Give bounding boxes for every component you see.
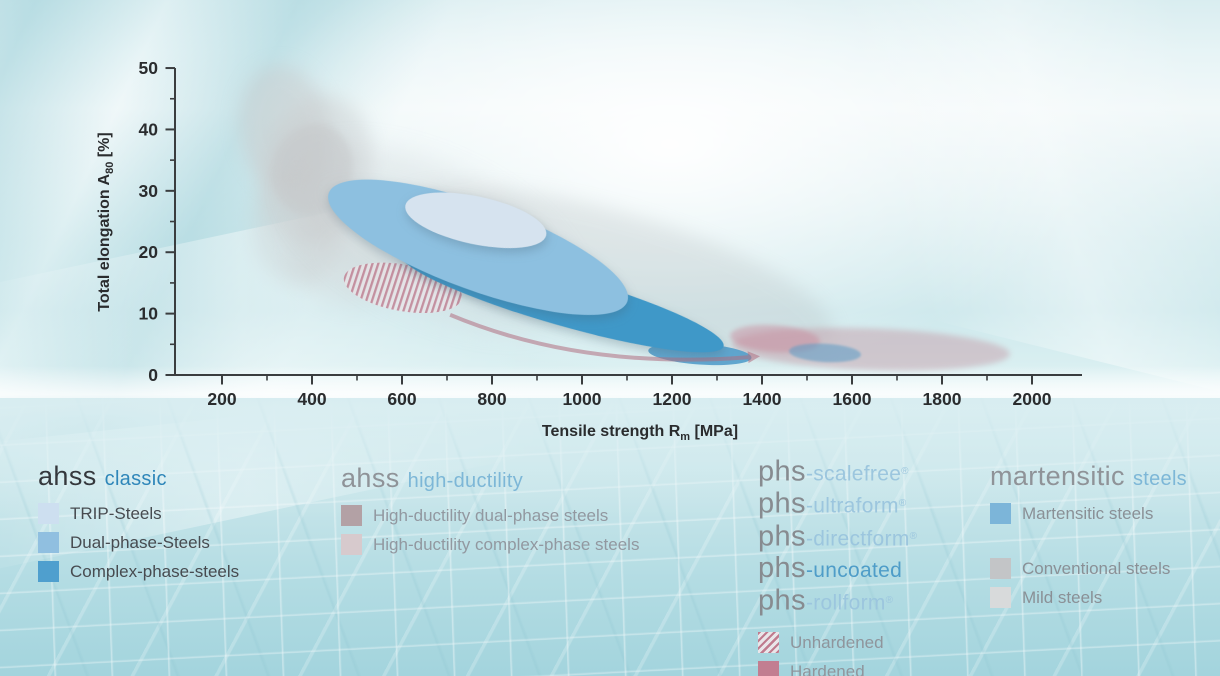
brand-line-phs-rollform: phs-rollform®	[758, 584, 988, 618]
legend-item: Martensitic steels	[990, 503, 1220, 524]
brand-phs: phs	[758, 519, 806, 552]
y-tick-label: 0	[148, 365, 158, 385]
legend-item: TRIP-Steels	[38, 503, 328, 524]
legend-swatch	[38, 503, 59, 524]
legend-item: High-ductility complex-phase steels	[341, 534, 711, 555]
brand-suffix: -ultraform	[805, 494, 899, 518]
legend-swatch	[758, 661, 779, 676]
x-tick-label: 2000	[1013, 389, 1052, 409]
brand-suffix-classic: classic	[104, 468, 167, 490]
legend-section-ahss-high-ductility: ahss high-ductility High-ductility dual-…	[341, 463, 711, 555]
brand-line-phs-directform: phs-directform®	[758, 519, 988, 554]
registered-mark: ®	[885, 594, 894, 606]
section-heading: ahss classic	[38, 461, 328, 492]
x-tick-label: 600	[387, 389, 416, 409]
legend-item: Unhardened	[758, 632, 988, 654]
legend-swatch	[990, 558, 1011, 579]
brand-phs: phs	[758, 584, 806, 617]
y-axis-title: Total elongation A80 [%]	[96, 132, 116, 311]
legend-items: High-ductility dual-phase steels High-duc…	[341, 505, 711, 555]
section-heading: martensitic steels	[990, 461, 1220, 492]
legend-swatch	[341, 534, 362, 555]
registered-mark: ®	[909, 530, 917, 542]
legend-swatch	[38, 561, 59, 582]
legend-item-label: Dual-phase-Steels	[70, 532, 210, 552]
brand-line-phs-scalefree: phs-scalefree®	[758, 455, 988, 489]
legend-item: High-ductility dual-phase steels	[341, 505, 711, 526]
legend-item-label: Complex-phase-steels	[70, 561, 240, 581]
brand-suffix: -directform	[805, 526, 910, 550]
legend-item-label: Hardened	[790, 661, 865, 676]
x-tick-label: 400	[297, 389, 326, 409]
legend-items: Unhardened Hardened	[758, 632, 988, 676]
brand-martensitic: martensitic	[990, 461, 1125, 491]
brand-phs: phs	[758, 487, 806, 520]
x-tick-label: 800	[477, 389, 506, 409]
legend-item: Complex-phase-steels	[38, 561, 328, 582]
legend-item: Dual-phase-Steels	[38, 532, 328, 553]
brand-phs: phs	[758, 455, 806, 488]
y-tick-label: 20	[139, 242, 159, 262]
brand-line-phs-ultraform: phs-ultraform®	[758, 487, 988, 521]
y-tick-label: 50	[139, 58, 159, 78]
legend-swatch	[341, 505, 362, 526]
legend-swatch	[38, 532, 59, 553]
y-tick-label: 40	[139, 119, 159, 139]
brand-ahss: ahss	[341, 463, 400, 493]
brand-ahss: ahss	[38, 461, 97, 491]
x-tick-label: 200	[207, 389, 236, 409]
brand-line-phs-uncoated: phs-uncoated	[758, 551, 988, 586]
brand-suffix: -scalefree	[805, 462, 902, 486]
legend-swatch	[758, 632, 779, 654]
legend-item: Conventional steels	[990, 558, 1220, 579]
phs-brand-lines: phs-scalefree® phs-ultraform® phs-directfo…	[758, 455, 988, 618]
legend-swatch	[990, 587, 1011, 608]
legend-section-phs: phs-scalefree® phs-ultraform® phs-directfo…	[758, 455, 988, 676]
legend-items: Martensitic steels Conventional steels Mil…	[990, 503, 1220, 608]
brand-suffix: -rollform	[805, 591, 886, 615]
steel-regions	[239, 65, 1010, 371]
x-axis-title: Tensile strength Rm [MPa]	[542, 423, 738, 443]
section-heading: ahss high-ductility	[341, 463, 711, 494]
legend-swatch	[990, 503, 1011, 524]
legend-item-label: Unhardened	[790, 632, 884, 652]
brand-suffix-steels: steels	[1132, 468, 1187, 490]
legend-section-ahss-classic: ahss classic TRIP-Steels Dual-phase-Steel…	[38, 461, 328, 582]
x-tick-label: 1400	[743, 389, 782, 409]
x-tick-label: 1000	[563, 389, 602, 409]
y-tick-label: 10	[139, 304, 159, 324]
legend-item-label: High-ductility dual-phase steels	[373, 505, 609, 525]
brand-suffix: -uncoated	[805, 558, 903, 582]
legend-section-martensitic: martensitic steels Martensitic steels Con…	[990, 461, 1220, 608]
x-tick-label: 1200	[653, 389, 692, 409]
legend-item-label: Martensitic steels	[1022, 503, 1154, 523]
registered-mark: ®	[901, 466, 909, 477]
legend-item-label: High-ductility complex-phase steels	[373, 534, 640, 554]
y-tick-label: 30	[139, 181, 159, 201]
brand-phs: phs	[758, 551, 806, 584]
legend-item-label: TRIP-Steels	[70, 503, 162, 523]
legend-item: Mild steels	[990, 587, 1220, 608]
legend-item-label: Conventional steels	[1022, 558, 1171, 578]
registered-mark: ®	[898, 498, 907, 510]
x-tick-label: 1600	[833, 389, 872, 409]
x-tick-label: 1800	[923, 389, 962, 409]
legend-item: Hardened	[758, 661, 988, 676]
legend-item-label: Mild steels	[1022, 587, 1103, 607]
brand-suffix-high-ductility: high-ductility	[407, 470, 524, 492]
legend-items: TRIP-Steels Dual-phase-Steels Complex-phas…	[38, 503, 328, 582]
